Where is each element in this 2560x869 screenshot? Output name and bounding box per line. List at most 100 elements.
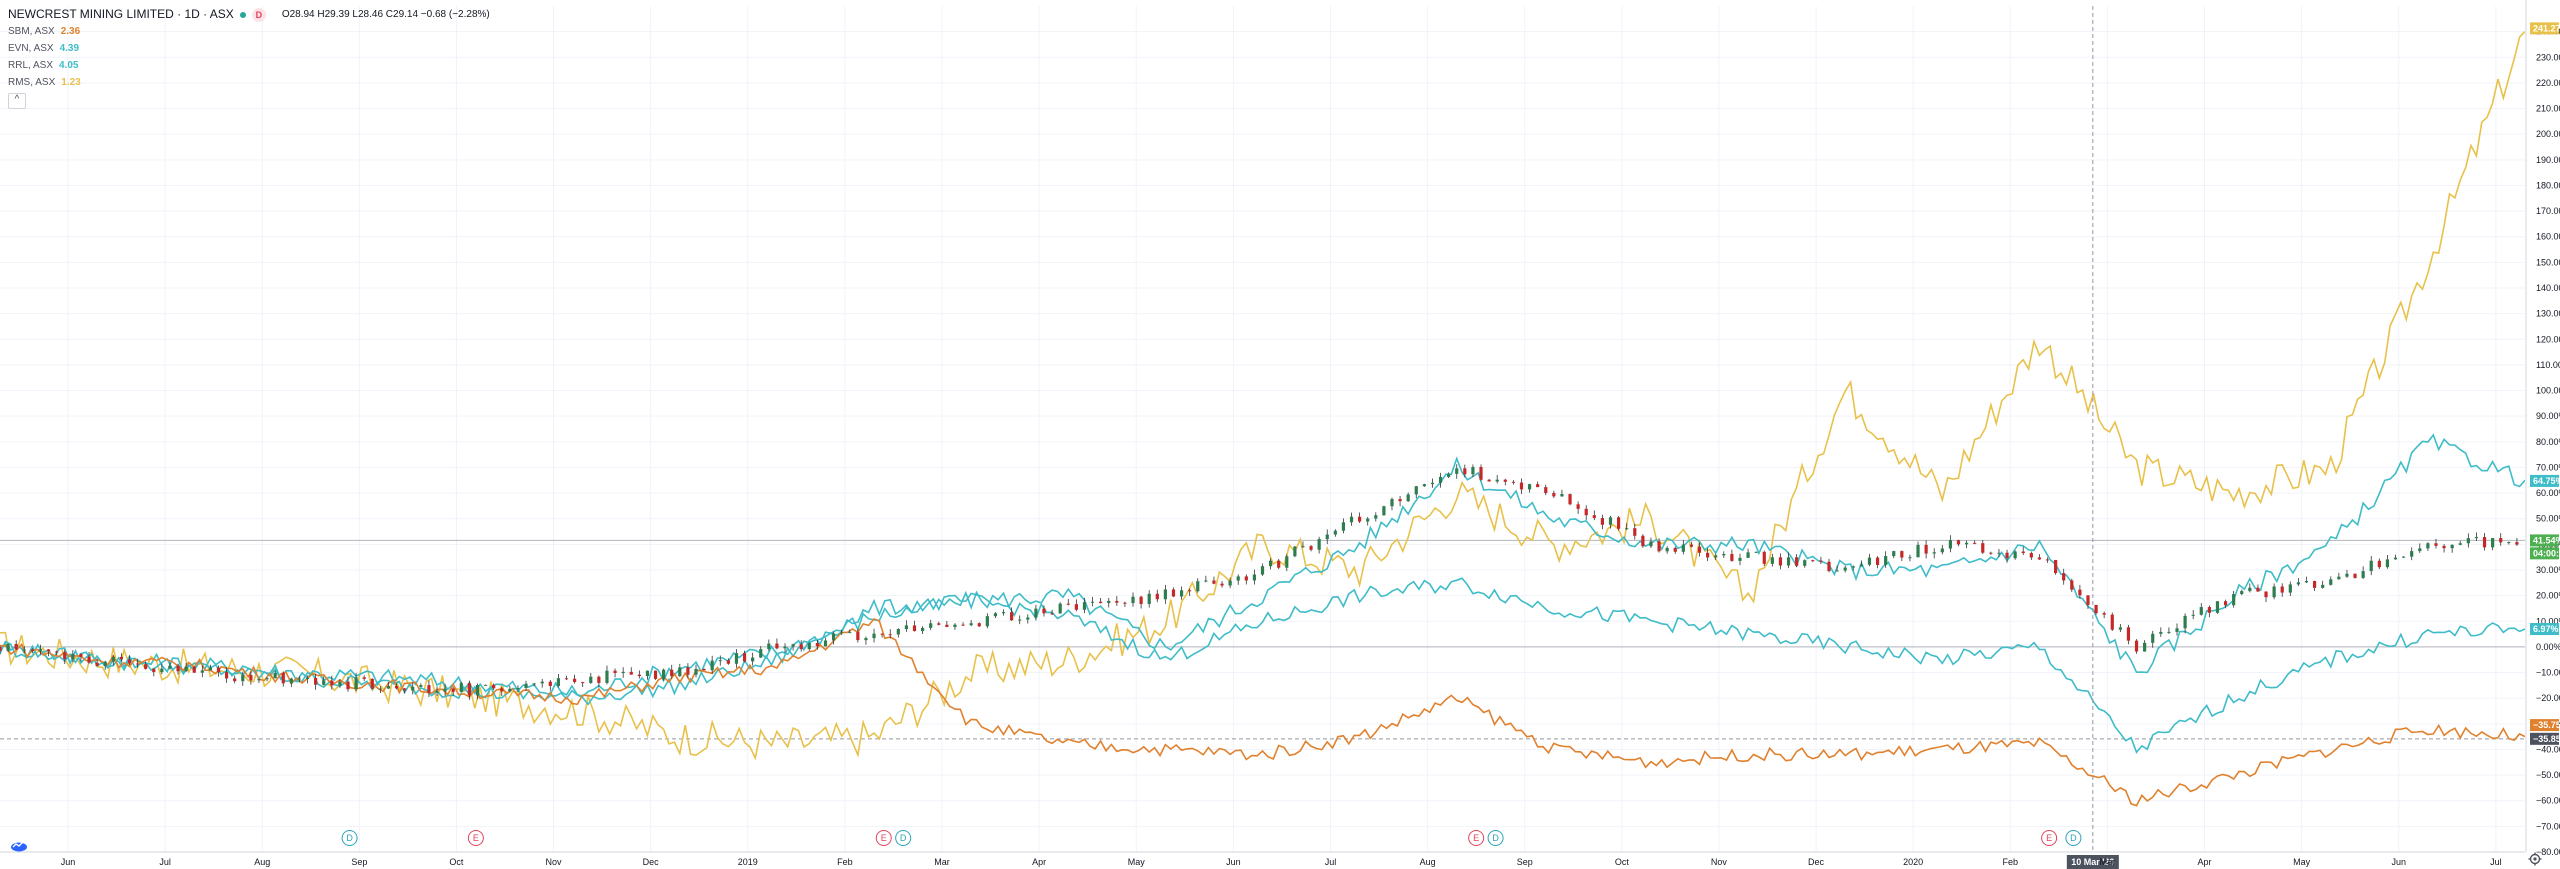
legend-row-sbm[interactable]: SBM, ASX 2.36 [8,23,490,40]
series-line-evn[interactable] [0,433,2526,698]
candle [427,685,431,693]
candle [2329,579,2333,585]
series-line-sbm[interactable] [0,617,2526,807]
candle [1317,539,1321,550]
candle [2126,627,2131,641]
candle [2029,553,2033,558]
candle [1374,515,1378,519]
candle [79,653,83,657]
candle [135,663,140,665]
candle [759,649,763,658]
candle [87,656,91,663]
series-line-rrl[interactable] [0,577,2526,754]
y-tick-label: −70.00% [2536,821,2560,831]
candle [2199,607,2203,615]
candle [2458,543,2462,545]
earnings-event-icon[interactable] [875,830,892,846]
candle [2094,604,2098,614]
candle [2159,631,2163,634]
y-tick-label: −50.00% [2536,770,2560,780]
candle [71,653,75,660]
candle [1301,546,1305,548]
candle [249,675,253,681]
series-line-rms[interactable] [0,31,2526,761]
time-axis[interactable]: Jun Jul Aug Sep Oct Nov Dec 2019 Feb Mar Apr May Jun… [0,851,2525,867]
candle [1010,612,1014,621]
price-axis-badges: 241.27% 64.75% 41.54% 04:00:16 6.97% −35.75% −… [2530,22,2560,745]
candle [864,638,868,641]
candle [840,632,844,634]
candle [1196,581,1200,592]
candle [1236,576,1240,581]
legend-row-evn[interactable]: EVN, ASX 4.39 [8,40,490,57]
candle [2280,586,2284,593]
candle [1382,506,1386,516]
candle [2013,551,2017,559]
x-tick-label: Feb [837,857,853,867]
y-tick-label: 230.00% [2536,52,2560,62]
candle [1706,552,1710,558]
legend-row-rms[interactable]: RMS, ASX 1.23 [8,74,490,91]
x-tick-label: Aug [254,857,270,867]
candle [1981,543,1985,553]
candle [1859,564,1863,567]
candle [30,649,34,652]
candle [111,656,115,662]
candle [314,677,318,685]
chart-legend: NEWCREST MINING LIMITED · 1D · ASX D O28… [8,6,490,109]
collapse-legend-button[interactable]: ^ [8,93,26,109]
candle [1406,494,1410,502]
candle [1066,603,1070,605]
legend-row-rrl[interactable]: RRL, ASX 4.05 [8,57,490,74]
candle [904,625,909,630]
candle [2385,559,2390,568]
dividend-event-icon[interactable] [1487,830,1504,846]
candle [1948,540,1953,549]
earnings-event-icon[interactable] [1468,830,1485,846]
main-symbol-title[interactable]: NEWCREST MINING LIMITED · 1D · ASX [8,7,234,21]
candle [6,643,10,651]
candle [1665,547,1669,552]
earnings-event-icon[interactable] [467,830,484,846]
candle [1107,600,1111,604]
dividend-badge[interactable]: D [251,7,266,22]
dividend-event-icon[interactable] [895,830,912,846]
candle [1681,544,1685,552]
candle [718,660,722,662]
candle [953,624,957,628]
earnings-event-icon[interactable] [2041,830,2058,846]
candle [1608,517,1613,525]
candle [2232,594,2236,606]
candle [629,671,633,675]
candle [1366,518,1370,522]
candle [2021,551,2025,554]
x-tick-label: Dec [1808,857,1825,867]
candle [0,646,2,651]
dividend-event-icon[interactable] [2065,830,2082,846]
candle [1438,476,1443,483]
candle [2474,537,2479,539]
price-badge-label: 41.54% [2533,535,2560,545]
candle [1916,544,1920,558]
candle [1738,557,1742,561]
gear-icon[interactable] [2528,852,2542,866]
y-tick-label: 30.00% [2536,565,2560,575]
event-label: E [881,833,887,843]
candle [977,623,981,627]
candle [2240,591,2244,595]
x-tick-label: May [2293,857,2311,867]
price-badge-rrl [2530,623,2559,636]
tradingview-logo-icon[interactable] [10,838,28,852]
candle [2442,545,2446,549]
candle [2143,642,2147,652]
candle [1463,468,1467,475]
candle [1649,541,1653,547]
dividend-event-icon[interactable] [341,830,358,846]
candle [208,667,213,671]
y-tick-label: 50.00% [2536,514,2560,524]
candle [2288,584,2292,593]
candle [1867,557,1872,565]
candle [2086,595,2090,605]
candle [38,649,43,652]
